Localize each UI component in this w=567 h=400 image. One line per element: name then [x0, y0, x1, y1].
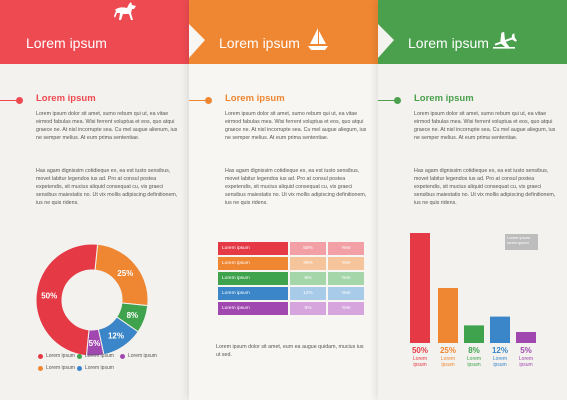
- bar-value-label: 12%: [491, 346, 508, 355]
- legend-label: Lorem ipsum: [85, 365, 114, 371]
- table-row: Lorem ipsum 50% Yes!: [218, 242, 364, 255]
- bar-tooltip: Lorem ipsum lorem ipsum: [505, 234, 538, 250]
- donut-slice-label: 50%: [41, 292, 57, 301]
- section-title-right: Lorem ipsum: [414, 93, 474, 104]
- table-row: Lorem ipsum 5% Yes!: [218, 302, 364, 315]
- footer-text-middle: Lorem ipsum dolor sit amet, eum ea augue…: [216, 344, 364, 359]
- header-shape-left: [0, 0, 189, 64]
- legend-item: Lorem ipsum: [77, 365, 114, 371]
- panel-left: Lorem ipsum Lorem ipsum Lorem ipsum dolo…: [0, 0, 189, 400]
- section-title-middle: Lorem ipsum: [225, 93, 285, 104]
- table-cell-value: 5%: [290, 302, 326, 315]
- bar-sub-label: Lorem ipsum: [412, 356, 428, 368]
- header-title-left: Lorem ipsum: [26, 35, 107, 51]
- legend-item: Lorem ipsum: [38, 353, 75, 359]
- bar: [410, 233, 430, 343]
- legend-item: Lorem ipsum: [38, 365, 75, 371]
- bar-sub-label: Lorem ipsum: [492, 356, 508, 368]
- airplane-icon: [493, 31, 518, 49]
- table-cell-answer: Yes!: [328, 287, 364, 300]
- header-band-middle: Lorem ipsum: [189, 0, 396, 85]
- bar-sub-label: Lorem ipsum: [440, 356, 456, 368]
- bar-value-label: 5%: [520, 346, 532, 355]
- paragraph-middle-2: Has agam dignissim cotidieque ex, ea est…: [225, 168, 367, 207]
- section-title-left: Lorem ipsum: [36, 93, 96, 104]
- data-table: Lorem ipsum 50% Yes! Lorem ipsum 25% Yes! Lore…: [216, 240, 366, 317]
- section-line-middle: [189, 100, 209, 101]
- donut-slice-label: 12%: [108, 332, 124, 341]
- bar-sub-label: Lorem ipsum: [518, 356, 534, 368]
- paragraph-left-2: Has agam dignissim cotidieque ex, ea est…: [36, 168, 178, 207]
- bar: [490, 316, 510, 343]
- donut-slice-label: 8%: [127, 311, 139, 320]
- bar-value-label: 50%: [411, 346, 428, 355]
- legend-label: Lorem ipsum: [46, 365, 75, 371]
- legend-swatch: [120, 353, 125, 359]
- paragraph-middle-1: Lorem ipsum dolor sit amet, sumo rebum q…: [225, 111, 367, 142]
- legend-label: Lorem ipsum: [128, 353, 157, 359]
- paragraph-left-1: Lorem ipsum dolor sit amet, sumo rebum q…: [36, 111, 178, 142]
- legend-label: Lorem ipsum: [85, 353, 114, 359]
- bar-value-label: 25%: [439, 346, 456, 355]
- legend-label: Lorem ipsum: [46, 353, 75, 359]
- legend-item: Lorem ipsum: [120, 353, 157, 359]
- table-row: Lorem ipsum 8% Yes!: [218, 272, 364, 285]
- donut-slice-label: 5%: [89, 339, 101, 348]
- table-cell-answer: Yes!: [328, 257, 364, 270]
- bar-value-label: 8%: [468, 346, 480, 355]
- donut-chart: 25% 8% 12% 5% 50%: [35, 243, 149, 357]
- bar: [516, 332, 536, 343]
- table-cell-label: Lorem ipsum: [218, 257, 288, 270]
- sailboat-icon: [308, 28, 328, 50]
- header-title-right: Lorem ipsum: [408, 35, 489, 51]
- horse-icon: [114, 2, 136, 20]
- donut-slice: [35, 243, 99, 357]
- table-cell-value: 12%: [290, 287, 326, 300]
- legend-swatch: [77, 365, 82, 371]
- bar: [438, 288, 458, 343]
- table-cell-label: Lorem ipsum: [218, 242, 288, 255]
- legend-swatch: [38, 365, 43, 371]
- paragraph-right-2: Has agam dignissim cotidieque ex, ea est…: [414, 168, 556, 207]
- table-cell-answer: Yes!: [328, 302, 364, 315]
- table-cell-value: 50%: [290, 242, 326, 255]
- table-cell-value: 25%: [290, 257, 326, 270]
- table-cell-value: 8%: [290, 272, 326, 285]
- donut-slice-label: 25%: [117, 269, 133, 278]
- legend-swatch: [38, 353, 43, 359]
- table-cell-answer: Yes!: [328, 242, 364, 255]
- header-band-right: Lorem ipsum: [378, 0, 567, 85]
- table-cell-answer: Yes!: [328, 272, 364, 285]
- table-cell-label: Lorem ipsum: [218, 272, 288, 285]
- panel-middle: Lorem ipsum Lorem ipsum Lorem ipsum dolo…: [189, 0, 396, 400]
- bar: [464, 325, 484, 343]
- table-row: Lorem ipsum 12% Yes!: [218, 287, 364, 300]
- table-row: Lorem ipsum 25% Yes!: [218, 257, 364, 270]
- table-cell-label: Lorem ipsum: [218, 302, 288, 315]
- header-shape-right: [378, 0, 567, 64]
- legend-swatch: [77, 353, 82, 359]
- section-line-right: [378, 100, 398, 101]
- header-band-left: Lorem ipsum: [0, 0, 189, 85]
- bar-sub-label: Lorem ipsum: [466, 356, 482, 368]
- table-cell-label: Lorem ipsum: [218, 287, 288, 300]
- header-shape-middle: [189, 0, 396, 64]
- paragraph-right-1: Lorem ipsum dolor sit amet, sumo rebum q…: [414, 111, 556, 142]
- bar-chart: [410, 233, 536, 343]
- legend-item: Lorem ipsum: [77, 353, 114, 359]
- header-title-middle: Lorem ipsum: [219, 35, 300, 51]
- section-line-left: [0, 100, 20, 101]
